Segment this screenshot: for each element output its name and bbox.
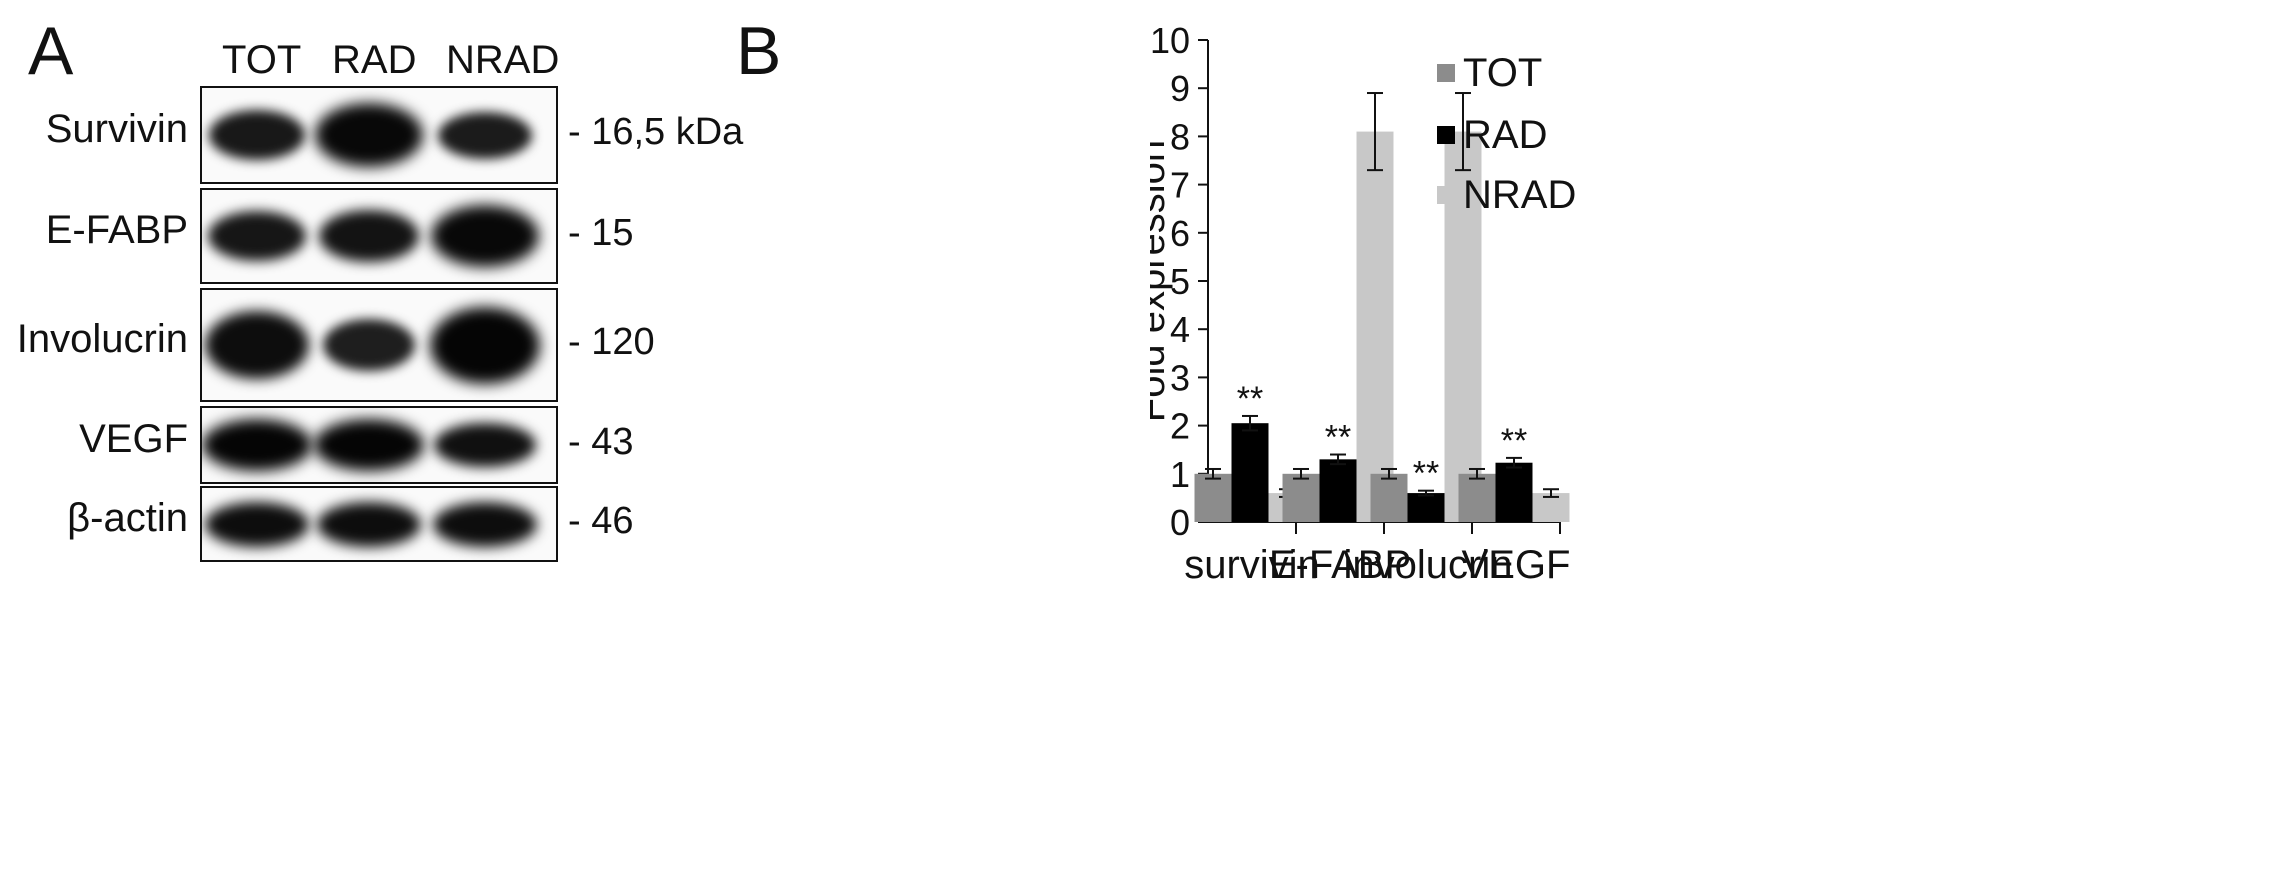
significance-marker: ** [1325, 419, 1351, 457]
legend-label: NRAD [1463, 173, 1576, 217]
y-tick-label: 7 [1170, 165, 1190, 206]
blot-band [315, 103, 423, 167]
molecular-weight-label: - 15 [568, 212, 634, 254]
blot-box [200, 288, 558, 402]
blot-band [434, 422, 536, 468]
blot-label: Involucrin [16, 317, 188, 361]
lane-header-tot: TOT [222, 38, 302, 82]
y-tick-label: 10 [1150, 20, 1190, 61]
blot-label: Survivin [45, 107, 188, 151]
y-tick-label: 6 [1170, 213, 1190, 254]
legend-label: RAD [1463, 113, 1547, 157]
blot-box [200, 486, 558, 562]
blot-box [200, 406, 558, 484]
x-tick-label: involucrin [1344, 543, 1513, 587]
molecular-weight-label: - 43 [568, 421, 634, 463]
y-tick-label: 9 [1170, 68, 1190, 109]
blot-band [205, 310, 309, 380]
lane-header-nrad: NRAD [446, 38, 560, 82]
y-tick-label: 8 [1170, 116, 1190, 157]
y-tick-label: 5 [1170, 261, 1190, 302]
blot-box [200, 188, 558, 284]
blot-band [202, 419, 312, 471]
molecular-weight-label: - 16,5 kDa [568, 111, 744, 153]
y-axis-label: Fold expression [1150, 140, 1173, 422]
bar-chart: 0 1 2 3 4 5 6 7 8 9 10 Fold expression survivinE-FAB… [1150, 20, 1576, 587]
legend-swatch [1437, 126, 1455, 144]
lane-header-rad: RAD [332, 38, 417, 82]
blot-band [314, 419, 424, 471]
legend-swatch [1437, 186, 1455, 204]
y-tick-label: 2 [1170, 406, 1190, 447]
blot-label: β-actin [67, 496, 188, 540]
bar [1370, 473, 1408, 522]
blot-band [323, 318, 415, 372]
bar [1495, 462, 1533, 522]
molecular-weight-label: - 120 [568, 321, 655, 363]
bar [1458, 473, 1496, 522]
blot-band [209, 110, 305, 160]
significance-marker: ** [1413, 455, 1439, 493]
blot-box [200, 86, 558, 184]
blot-band [208, 210, 306, 262]
blot-band [317, 501, 421, 547]
panel-a-label: A [28, 13, 74, 89]
significance-marker: ** [1237, 380, 1263, 418]
x-tick-label: E-FABP [1269, 543, 1411, 587]
bar [1319, 459, 1357, 522]
bar [1407, 493, 1445, 522]
bar [1194, 473, 1232, 522]
blot-band [433, 501, 537, 547]
blot-label: VEGF [79, 417, 188, 461]
legend-label: TOT [1463, 51, 1542, 95]
significance-marker: ** [1501, 422, 1527, 460]
y-tick-label: 0 [1170, 502, 1190, 543]
y-tick-label: 4 [1170, 309, 1190, 350]
panel-b-label: B [736, 13, 782, 89]
blot-band [205, 501, 309, 547]
blot-band [431, 204, 539, 268]
legend-swatch [1437, 64, 1455, 82]
x-tick-label: survivin [1184, 543, 1320, 587]
y-tick-label: 1 [1170, 454, 1190, 495]
bar [1231, 423, 1269, 522]
y-tick-label: 3 [1170, 357, 1190, 398]
blot-band [430, 306, 540, 384]
bar [1356, 131, 1394, 522]
bar [1282, 473, 1320, 522]
blot-band [319, 209, 419, 263]
molecular-weight-label: - 46 [568, 500, 634, 542]
blot-band [438, 111, 532, 159]
blot-label: E-FABP [45, 208, 188, 252]
x-tick-label: VEGF [1462, 543, 1571, 587]
